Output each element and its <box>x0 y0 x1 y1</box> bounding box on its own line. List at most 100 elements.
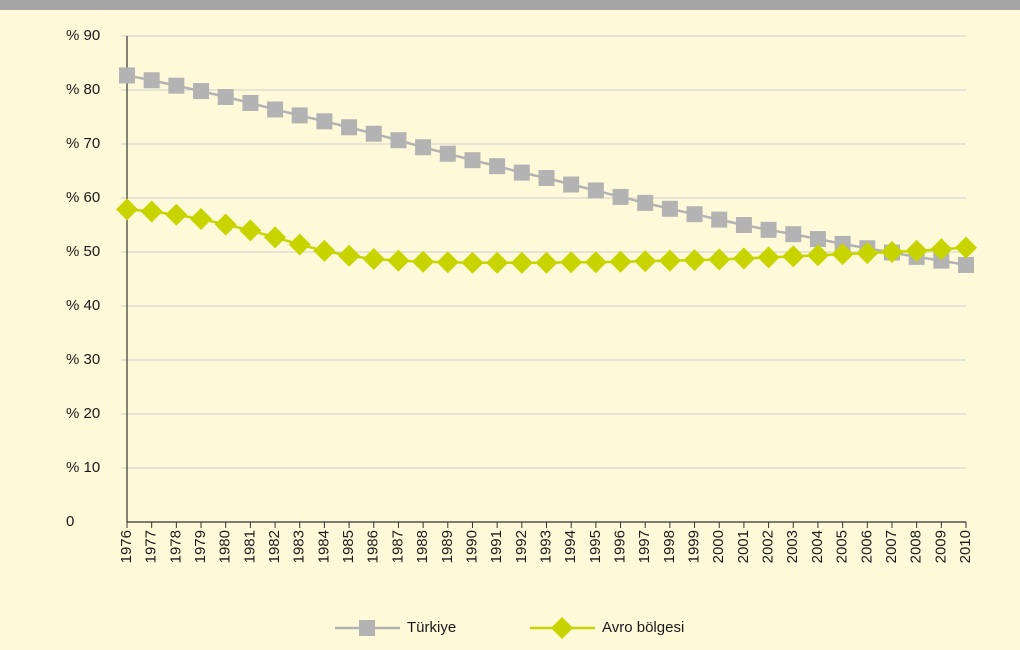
x-tick-label: 1989 <box>439 530 456 563</box>
data-point <box>143 72 160 89</box>
y-tick-label: % 80 <box>66 81 100 98</box>
data-point <box>856 242 879 265</box>
x-tick-label: 1998 <box>661 530 678 563</box>
x-tick-label: 2003 <box>784 530 801 563</box>
x-tick-label: 1977 <box>143 530 160 563</box>
legend-label: Türkiye <box>407 619 456 636</box>
x-tick-label: 2004 <box>809 530 826 563</box>
data-point <box>510 251 533 274</box>
data-point <box>560 251 583 274</box>
x-tick-label: 2010 <box>957 530 974 563</box>
data-point <box>239 219 262 242</box>
data-point <box>140 200 163 223</box>
legend-marker <box>551 617 573 639</box>
data-point <box>464 152 481 169</box>
data-point <box>757 246 780 269</box>
data-point <box>116 198 138 221</box>
y-tick-label: % 30 <box>66 351 100 368</box>
data-point <box>584 251 607 274</box>
data-point <box>513 164 530 181</box>
data-point <box>436 251 459 274</box>
data-point <box>486 251 509 274</box>
x-tick-label: 1988 <box>414 530 431 563</box>
data-point <box>365 125 382 142</box>
data-point <box>880 241 903 263</box>
data-point <box>387 249 410 272</box>
x-tick-label: 1979 <box>192 530 209 563</box>
data-point <box>341 119 358 136</box>
data-point <box>193 83 210 100</box>
data-point <box>658 249 681 272</box>
data-point <box>634 250 657 273</box>
data-point <box>587 182 604 199</box>
x-tick-label: 2001 <box>735 530 752 563</box>
x-tick-label: 1999 <box>686 530 703 563</box>
x-tick-label: 1984 <box>315 530 332 563</box>
x-tick-label: 1986 <box>365 530 382 563</box>
data-point <box>165 203 188 226</box>
data-point <box>958 256 974 273</box>
y-tick-label: 0 <box>66 513 74 530</box>
data-point <box>439 145 456 162</box>
data-point <box>214 213 237 236</box>
data-point <box>782 245 805 268</box>
x-tick-label: 1992 <box>513 530 530 563</box>
data-point <box>291 107 308 124</box>
data-point <box>686 206 703 223</box>
x-tick-label: 2002 <box>760 530 777 563</box>
legend-marker <box>359 620 375 636</box>
x-tick-label: 2007 <box>883 530 900 563</box>
x-tick-label: 1978 <box>167 530 184 563</box>
x-tick-label: 1976 <box>118 530 135 563</box>
data-point <box>264 226 287 249</box>
data-point <box>930 238 953 261</box>
x-tick-label: 1990 <box>463 530 480 563</box>
data-point <box>168 77 185 94</box>
x-tick-label: 1982 <box>266 530 283 563</box>
x-tick-label: 1993 <box>537 530 554 563</box>
y-tick-label: % 50 <box>66 243 100 260</box>
data-point <box>563 176 580 193</box>
x-tick-label: 1991 <box>488 530 505 563</box>
x-tick-label: 1996 <box>611 530 628 563</box>
data-point <box>760 221 777 238</box>
x-tick-label: 2009 <box>932 530 949 563</box>
data-point <box>612 188 629 205</box>
data-point <box>390 132 407 149</box>
data-point <box>809 231 826 248</box>
data-point <box>637 194 654 211</box>
top-bar <box>0 0 1020 10</box>
x-tick-label: 1980 <box>217 530 234 563</box>
x-tick-label: 1995 <box>587 530 604 563</box>
x-tick-label: 2005 <box>834 530 851 563</box>
data-point <box>711 211 728 228</box>
data-point <box>538 170 555 187</box>
data-point <box>242 94 259 111</box>
data-point <box>217 89 234 106</box>
data-point <box>316 113 333 130</box>
data-point <box>412 250 435 273</box>
data-point <box>313 239 336 262</box>
x-tick-label: 1994 <box>562 530 579 563</box>
data-point <box>905 239 928 262</box>
data-point <box>683 249 706 272</box>
y-tick-label: % 90 <box>66 27 100 44</box>
x-tick-label: 1981 <box>241 530 258 563</box>
x-tick-label: 2008 <box>908 530 925 563</box>
y-tick-label: % 40 <box>66 297 100 314</box>
x-tick-label: 1985 <box>340 530 357 563</box>
y-tick-label: % 70 <box>66 135 100 152</box>
data-point <box>732 247 755 270</box>
x-tick-label: 2000 <box>710 530 727 563</box>
data-point <box>785 226 802 243</box>
data-point <box>735 217 752 233</box>
y-tick-label: % 60 <box>66 189 100 206</box>
data-point <box>461 251 484 274</box>
y-tick-label: % 10 <box>66 459 100 476</box>
legend-label: Avro bölgesi <box>602 619 684 636</box>
data-point <box>119 67 135 84</box>
x-tick-label: 1987 <box>389 530 406 563</box>
x-tick-label: 2006 <box>858 530 875 563</box>
